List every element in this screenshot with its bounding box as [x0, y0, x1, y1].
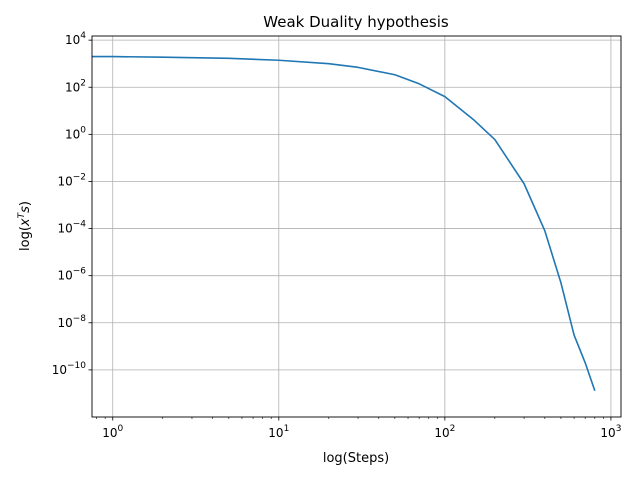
x-tick-label: 103: [600, 424, 621, 440]
y-tick-label: 100: [65, 125, 86, 141]
x-tick-label: 101: [268, 424, 289, 440]
y-tick-label: 102: [65, 78, 86, 94]
ticks: 100 101 102 103 104 102 100 10−2 10−4 10−6 10−8 10−…: [52, 31, 622, 440]
y-axis-label: log(xTs): [17, 201, 33, 251]
svg-text:log(xTs): log(xTs): [17, 201, 33, 251]
y-tick-label: 10−2: [57, 172, 86, 188]
x-tick-label: 100: [102, 424, 123, 440]
plot-frame: [91, 35, 622, 418]
y-tick-label: 104: [65, 31, 86, 47]
y-tick-label: 10−8: [57, 314, 86, 330]
chart-title: Weak Duality hypothesis: [263, 13, 449, 31]
x-tick-label: 102: [434, 424, 455, 440]
y-tick-label: 10−6: [57, 267, 86, 283]
y-tick-label: 10−4: [57, 220, 86, 236]
series-line: [92, 55, 596, 392]
x-axis-label: log(Steps): [323, 451, 389, 466]
grid: [92, 36, 621, 417]
y-tick-label: 10−10: [52, 361, 87, 377]
series-layer: [92, 55, 596, 392]
